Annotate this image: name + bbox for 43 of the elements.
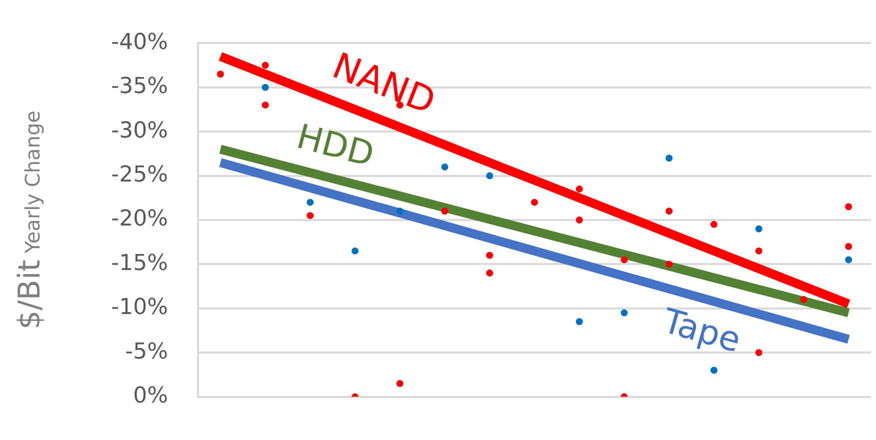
point (710, 366, 718, 374)
y-axis-title: $/Bit Yearly Change (12, 110, 48, 330)
point (620, 256, 628, 264)
point (666, 260, 673, 268)
y-tick-label: -40% (111, 30, 168, 55)
point (710, 220, 718, 228)
point (576, 318, 583, 326)
point (486, 252, 494, 259)
point (755, 247, 762, 254)
y-tick-label: -35% (111, 74, 168, 100)
point (216, 70, 224, 78)
point (755, 225, 762, 232)
point (306, 212, 314, 220)
point (306, 198, 314, 206)
point (800, 296, 808, 304)
point (441, 163, 448, 170)
y-tick-label: -30% (111, 118, 168, 144)
y-tick-label: 0% (133, 384, 168, 409)
text: Tape (658, 300, 745, 361)
point (531, 198, 538, 206)
point (262, 62, 269, 69)
point (755, 349, 762, 356)
point (486, 172, 494, 180)
y-tick-label: -25% (111, 162, 168, 188)
y-tick-label: -5% (125, 339, 168, 364)
point (845, 203, 852, 210)
y-tick-label: -10% (111, 295, 168, 320)
point (845, 256, 852, 264)
point (620, 309, 628, 316)
point (666, 208, 673, 215)
point (666, 154, 673, 162)
point (262, 102, 269, 109)
point (845, 243, 852, 250)
point (262, 84, 269, 91)
y-tick-label: -15% (111, 250, 168, 276)
point (352, 247, 359, 254)
point (576, 186, 583, 193)
point (486, 270, 494, 277)
point (441, 208, 448, 215)
y-tick-label: -20% (111, 206, 168, 232)
point (396, 208, 404, 215)
point (576, 216, 583, 224)
point (396, 380, 404, 388)
